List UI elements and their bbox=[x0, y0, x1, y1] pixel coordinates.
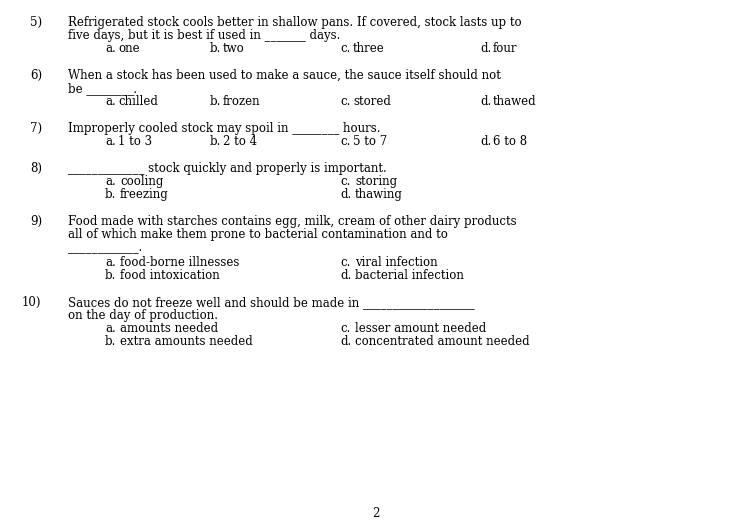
Text: 7): 7) bbox=[30, 122, 42, 135]
Text: bacterial infection: bacterial infection bbox=[355, 269, 464, 282]
Text: c.: c. bbox=[340, 95, 350, 108]
Text: food intoxication: food intoxication bbox=[120, 269, 220, 282]
Text: on the day of production.: on the day of production. bbox=[68, 309, 218, 322]
Text: two: two bbox=[223, 42, 244, 55]
Text: d.: d. bbox=[480, 95, 491, 108]
Text: 6 to 8: 6 to 8 bbox=[493, 135, 527, 148]
Text: a.: a. bbox=[105, 95, 116, 108]
Text: 10): 10) bbox=[22, 296, 41, 309]
Text: 2: 2 bbox=[372, 507, 380, 520]
Text: ____________.: ____________. bbox=[68, 241, 142, 254]
Text: 2 to 4: 2 to 4 bbox=[223, 135, 257, 148]
Text: c.: c. bbox=[340, 322, 350, 335]
Text: 1 to 3: 1 to 3 bbox=[118, 135, 152, 148]
Text: b.: b. bbox=[105, 335, 117, 348]
Text: c.: c. bbox=[340, 42, 350, 55]
Text: b.: b. bbox=[105, 269, 117, 282]
Text: cooling: cooling bbox=[120, 175, 163, 188]
Text: 9): 9) bbox=[30, 215, 42, 228]
Text: thawed: thawed bbox=[493, 95, 537, 108]
Text: d.: d. bbox=[340, 335, 351, 348]
Text: a.: a. bbox=[105, 135, 116, 148]
Text: extra amounts needed: extra amounts needed bbox=[120, 335, 253, 348]
Text: Improperly cooled stock may spoil in ________ hours.: Improperly cooled stock may spoil in ___… bbox=[68, 122, 381, 135]
Text: one: one bbox=[118, 42, 140, 55]
Text: four: four bbox=[493, 42, 517, 55]
Text: b.: b. bbox=[105, 188, 117, 201]
Text: _____________ stock quickly and properly is important.: _____________ stock quickly and properly… bbox=[68, 162, 387, 175]
Text: 5): 5) bbox=[30, 16, 42, 29]
Text: lesser amount needed: lesser amount needed bbox=[355, 322, 487, 335]
Text: five days, but it is best if used in _______ days.: five days, but it is best if used in ___… bbox=[68, 29, 341, 42]
Text: d.: d. bbox=[340, 188, 351, 201]
Text: frozen: frozen bbox=[223, 95, 261, 108]
Text: Refrigerated stock cools better in shallow pans. If covered, stock lasts up to: Refrigerated stock cools better in shall… bbox=[68, 16, 522, 29]
Text: d.: d. bbox=[340, 269, 351, 282]
Text: When a stock has been used to make a sauce, the sauce itself should not: When a stock has been used to make a sau… bbox=[68, 69, 501, 82]
Text: food-borne illnesses: food-borne illnesses bbox=[120, 256, 239, 269]
Text: all of which make them prone to bacterial contamination and to: all of which make them prone to bacteria… bbox=[68, 228, 448, 241]
Text: b.: b. bbox=[210, 42, 221, 55]
Text: c.: c. bbox=[340, 175, 350, 188]
Text: 5 to 7: 5 to 7 bbox=[353, 135, 387, 148]
Text: 6): 6) bbox=[30, 69, 42, 82]
Text: chilled: chilled bbox=[118, 95, 158, 108]
Text: a.: a. bbox=[105, 42, 116, 55]
Text: Sauces do not freeze well and should be made in ___________________: Sauces do not freeze well and should be … bbox=[68, 296, 475, 309]
Text: d.: d. bbox=[480, 42, 491, 55]
Text: d.: d. bbox=[480, 135, 491, 148]
Text: c.: c. bbox=[340, 256, 350, 269]
Text: concentrated amount needed: concentrated amount needed bbox=[355, 335, 529, 348]
Text: b.: b. bbox=[210, 95, 221, 108]
Text: b.: b. bbox=[210, 135, 221, 148]
Text: stored: stored bbox=[353, 95, 391, 108]
Text: be ________.: be ________. bbox=[68, 82, 137, 95]
Text: a.: a. bbox=[105, 322, 116, 335]
Text: thawing: thawing bbox=[355, 188, 403, 201]
Text: amounts needed: amounts needed bbox=[120, 322, 218, 335]
Text: a.: a. bbox=[105, 256, 116, 269]
Text: storing: storing bbox=[355, 175, 397, 188]
Text: viral infection: viral infection bbox=[355, 256, 438, 269]
Text: c.: c. bbox=[340, 135, 350, 148]
Text: 8): 8) bbox=[30, 162, 42, 175]
Text: freezing: freezing bbox=[120, 188, 168, 201]
Text: three: three bbox=[353, 42, 385, 55]
Text: Food made with starches contains egg, milk, cream of other dairy products: Food made with starches contains egg, mi… bbox=[68, 215, 517, 228]
Text: a.: a. bbox=[105, 175, 116, 188]
